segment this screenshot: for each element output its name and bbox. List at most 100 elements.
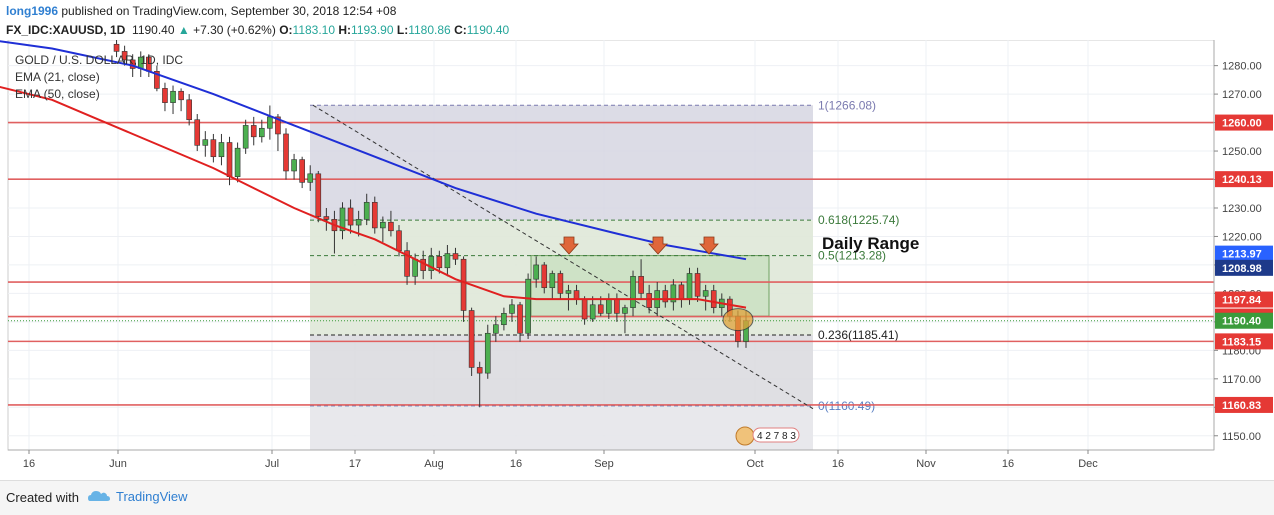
publish-text: published on TradingView.com, September … (61, 4, 397, 18)
candle-body (557, 273, 564, 294)
price-tag (1215, 245, 1273, 262)
candle-body (178, 90, 184, 101)
candle-body (404, 250, 410, 277)
candle-body (517, 304, 523, 334)
legend-ema21: EMA (21, close) (15, 70, 100, 84)
y-tick-label: 1280.00 (1222, 61, 1262, 73)
candle-body (484, 332, 491, 374)
fib-label-0.618: 0.618(1225.74) (818, 213, 899, 227)
down-arrow-icon (699, 236, 719, 255)
candle-body (307, 173, 314, 183)
candle-body (541, 264, 548, 289)
x-tick-label: 16 (510, 458, 522, 470)
candle-body (275, 116, 281, 135)
down-arrow-icon (559, 236, 579, 255)
open-label: O: (279, 23, 293, 37)
price-tag-label: 1208.98 (1222, 263, 1262, 275)
author-name[interactable]: long1996 (6, 4, 59, 18)
symbol-info: FX_IDC:XAUUSD, 1D 1190.40 ▲ +7.30 (+0.62… (6, 23, 509, 37)
candle-body (597, 304, 604, 314)
tradingview-cloud-icon (88, 491, 110, 501)
y-tick-label: 1230.00 (1222, 203, 1262, 215)
x-tick-label: Aug (424, 458, 444, 470)
price-tag-label: 1160.83 (1222, 400, 1261, 412)
candle-body (323, 216, 330, 220)
price-tag-label: 1260.00 (1222, 118, 1262, 130)
price-tag-label: 1197.84 (1222, 295, 1262, 307)
highlight-circle (722, 308, 754, 332)
candle-body (444, 253, 451, 269)
candle-body (234, 147, 241, 177)
candle-body (154, 71, 160, 89)
candle-body (702, 290, 709, 297)
candle-body (452, 253, 459, 260)
events-badge-text: 4 2 7 8 3 (757, 431, 796, 442)
down-arrow-icon (648, 236, 668, 255)
x-tick-label: Dec (1078, 458, 1098, 470)
y-tick-label: 1150.00 (1222, 431, 1261, 443)
candle-body (299, 159, 305, 183)
high-value: 1193.90 (351, 23, 394, 37)
candle-body (460, 258, 467, 311)
chart-area[interactable]: 1(1266.08) 0.618(1225.74) 0.5(1213.28) 0.23… (0, 37, 1274, 478)
candle-body (533, 264, 539, 280)
candle-body (694, 273, 701, 297)
candle-body (202, 139, 209, 146)
candle-body (710, 290, 717, 308)
ema21-line (0, 85, 747, 309)
price-tag (1215, 171, 1273, 188)
candle-body (678, 284, 685, 300)
price-change: +7.30 (+0.62%) (193, 23, 276, 37)
candle-body (363, 201, 370, 220)
candle-body (380, 221, 386, 229)
candle-body (670, 284, 677, 303)
candle-body (606, 298, 612, 314)
candle-body (614, 298, 620, 314)
y-tick-label: 1250.00 (1222, 146, 1262, 158)
flag-icon (735, 426, 755, 446)
candle-body (315, 173, 322, 217)
publish-info: long1996 published on TradingView.com, S… (6, 4, 396, 18)
price-tag-label: 1213.97 (1222, 249, 1262, 261)
x-tick-label: 16 (1002, 458, 1014, 470)
price-tag (1215, 396, 1273, 413)
fib-zone-upper (310, 105, 813, 221)
price-tag (1215, 333, 1273, 350)
chart-legend: GOLD / U.S. DOLLAR, 1D, IDC EMA (21, clo… (15, 52, 183, 103)
last-price: 1190.40 (132, 23, 175, 37)
high-label: H: (338, 23, 352, 37)
candle-body (573, 290, 580, 300)
price-tag (1215, 114, 1273, 131)
candle-body (501, 313, 507, 326)
candle-body (186, 99, 192, 121)
fib-zone-lower (310, 334, 813, 406)
price-tag (1215, 312, 1273, 329)
candle-body (258, 127, 265, 138)
candle-body (509, 304, 515, 314)
x-tick-label: Jul (265, 458, 279, 470)
candle-body (250, 125, 257, 138)
low-label: L: (396, 23, 409, 37)
close-value: 1190.40 (466, 23, 510, 37)
tradingview-brand[interactable]: TradingView (88, 489, 188, 504)
x-tick-label: Jun (109, 458, 127, 470)
candle-body (686, 273, 693, 300)
price-chart[interactable]: 1(1266.08) 0.618(1225.74) 0.5(1213.28) 0.23… (0, 37, 1274, 478)
candle-body (468, 310, 475, 368)
candle-body (589, 304, 596, 320)
candle-body (396, 230, 402, 251)
candle-body (210, 139, 217, 158)
candle-body (549, 273, 556, 289)
y-tick-label: 1170.00 (1222, 374, 1261, 386)
candle-body (194, 119, 201, 146)
candle-body (662, 290, 669, 303)
events-badge (752, 427, 800, 443)
x-tick-label: 16 (832, 458, 844, 470)
candle-body (242, 125, 249, 149)
candle-body (412, 258, 418, 277)
x-tick-label: Oct (746, 458, 763, 470)
low-value: 1180.86 (408, 23, 451, 37)
created-with-text: Created with (6, 490, 79, 505)
candle-body (339, 207, 346, 232)
candle-body (113, 43, 120, 52)
